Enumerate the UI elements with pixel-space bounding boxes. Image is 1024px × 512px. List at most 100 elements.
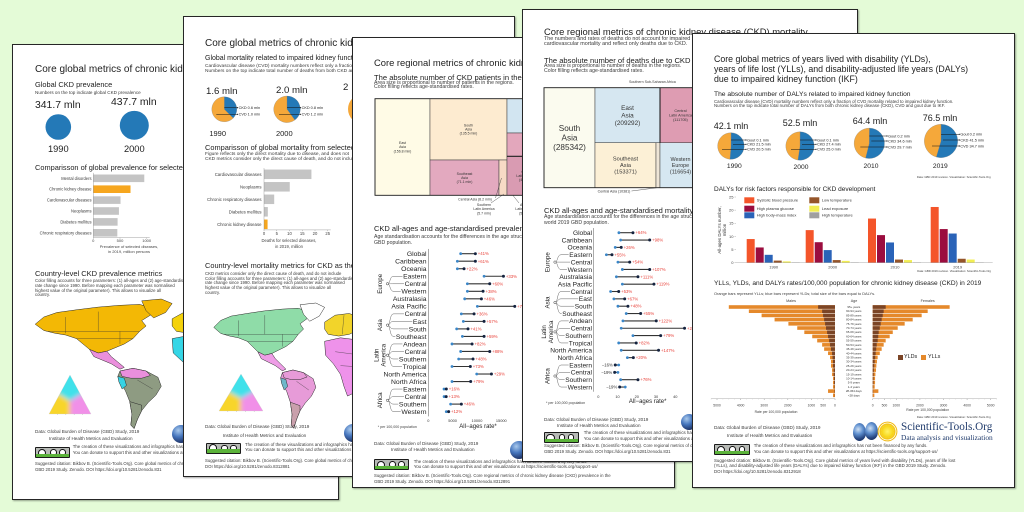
female-yll-bar: [872, 309, 928, 314]
male-yld-bar: [834, 376, 835, 381]
x-axis-label: in 2019, million persons: [108, 249, 150, 254]
map-region-greenland: [142, 299, 172, 318]
point-to: [471, 357, 475, 361]
prevalence-circle: [119, 110, 149, 140]
point-to: [636, 378, 640, 382]
age-label: <28 days: [848, 393, 860, 397]
group-label: Europe: [377, 273, 384, 294]
callout-leader: [631, 187, 658, 192]
region-label: North Africa: [391, 379, 427, 386]
change-percent-label: +41%: [470, 326, 481, 331]
treemap-label: (285342): [553, 143, 586, 152]
brand-tagline: Data analysis and visualization: [901, 432, 993, 442]
point-from: [475, 372, 479, 376]
region-label: Central: [405, 349, 427, 356]
point-from: [612, 297, 616, 301]
x-axis-label: Deaths for selected diseases,: [262, 238, 317, 243]
female-yld-bar: [872, 380, 874, 385]
year-label: 1990: [209, 128, 227, 138]
legend-swatch: [744, 197, 755, 204]
group-connector: [554, 261, 567, 270]
point-to: [472, 312, 476, 316]
x-axis-title-males: Rate per 100,000 population: [754, 409, 798, 414]
age-label: 90-94 years: [846, 309, 862, 313]
pie-slice-label: CVD 20.5 mln: [747, 148, 771, 152]
age-label: 20-24 years: [846, 368, 862, 372]
treemap-callout: Central Asia (8.2 mln): [458, 198, 492, 202]
callout-leader: [512, 195, 520, 204]
section-heading: Comparisson of global mortality from sel…: [205, 142, 387, 152]
section-note: Area size is proportional to number of d…: [544, 62, 682, 69]
male-yld-bar: [826, 326, 835, 330]
pie-slice-label: CKD 0.8 mln: [302, 106, 324, 110]
change-percent-label: +98%: [652, 238, 663, 243]
treemap-cell: [655, 142, 661, 188]
point-to: [631, 356, 635, 360]
treemap-label: South: [464, 124, 473, 128]
change-percent-label: +55%: [614, 252, 625, 257]
pie-slice-label: Gout 0.1 mln: [747, 138, 769, 142]
bar: [264, 182, 290, 192]
change-percent-label: +107%: [652, 267, 666, 272]
donate-note: You can donate to support this and other…: [413, 464, 598, 470]
pie-slice-label: CVD 1.0 mln: [239, 113, 261, 117]
group-node: [553, 330, 557, 334]
x-tick-label: 10: [287, 231, 292, 236]
change-percent-label: +55%: [643, 311, 654, 316]
female-yld-bar: [872, 334, 879, 339]
male-yll-bar: [828, 389, 835, 393]
x-tick-label: 25: [325, 231, 330, 236]
change-percent-label: +22%: [466, 266, 477, 271]
point-from: [624, 312, 628, 315]
region-label: Oceania: [567, 245, 592, 252]
point-to: [659, 334, 663, 338]
bar: [966, 259, 975, 263]
group-connector: [387, 283, 401, 292]
data-source: Data: Global Burden of Disease (GBD) Stu…: [714, 425, 821, 431]
male-yld-bar: [824, 317, 835, 322]
point-to: [466, 327, 470, 331]
treemap-label: Asia: [562, 134, 578, 143]
bar: [773, 260, 782, 263]
bar: [746, 239, 755, 263]
point-from: [475, 304, 479, 308]
funding-note: The creation of these visualizations and…: [753, 443, 928, 449]
bar: [93, 207, 119, 215]
treemap-label: Asia: [621, 112, 634, 119]
bar: [948, 233, 957, 263]
pie-slice-label: CKD 34.6 mln: [888, 139, 912, 143]
bar: [939, 229, 948, 263]
point-to: [481, 289, 485, 293]
pie-slice-cvd: [854, 127, 870, 159]
male-yll-bar: [824, 347, 835, 351]
section-note: CKD metrics consider only the direct cau…: [205, 157, 358, 163]
male-yld-bar: [832, 351, 835, 356]
y-tick-label: 25: [729, 194, 734, 199]
point-to: [683, 326, 687, 330]
group-node: [386, 353, 389, 357]
page-note: cardiovascular mortality and reflect onl…: [544, 41, 688, 47]
section-note: Age standardisation accounts for the dif…: [374, 233, 531, 240]
year-label: 1990: [726, 163, 742, 170]
pyramid-header-females: Females: [920, 298, 935, 303]
institute-name: Institute of Health Metrics and Evaluati…: [391, 446, 475, 452]
leader-dot: [958, 145, 960, 147]
ternary-outline: [48, 374, 92, 415]
treemap-cell: [429, 98, 508, 161]
age-label: 70-74 years: [846, 326, 862, 330]
male-yll-bar: [832, 376, 835, 381]
point-to: [636, 275, 640, 279]
female-yld-bar: [872, 309, 884, 314]
point-to: [470, 342, 474, 346]
change-percent-label: +119%: [656, 282, 669, 287]
point-from: [621, 319, 625, 323]
legend-swatch: [744, 212, 755, 219]
group-connector: [554, 302, 575, 307]
male-yll-bar: [812, 334, 835, 339]
footnote: * per 100,000 population: [377, 425, 417, 430]
point-from: [450, 342, 454, 346]
treemap-cell: [594, 142, 657, 188]
x-tick-label: 1000: [808, 404, 816, 408]
license-band: [207, 449, 240, 453]
